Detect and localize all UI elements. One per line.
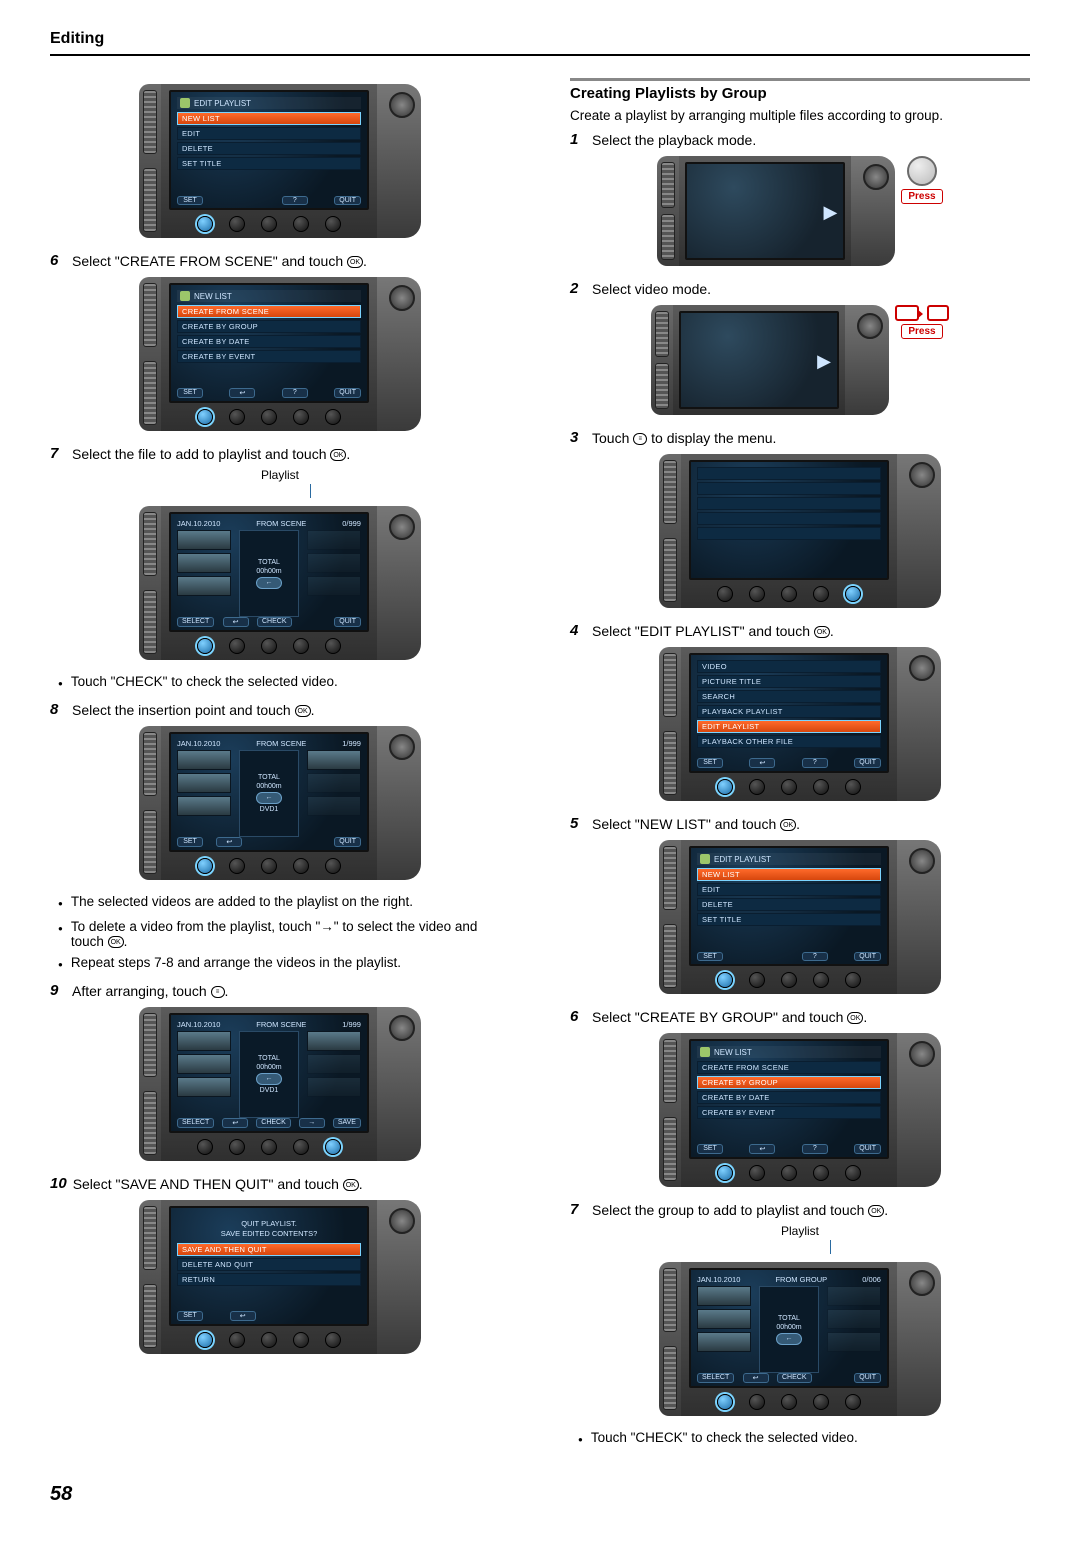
playlist-icon <box>180 98 190 108</box>
page-number: 58 <box>50 1483 1030 1506</box>
left-column: EDIT PLAYLIST NEW LIST EDIT DELETE SET T… <box>50 76 510 1453</box>
camcorder-figure: EDIT PLAYLIST NEW LIST EDIT DELETE SET T… <box>139 84 421 238</box>
video-icon <box>895 305 919 321</box>
section-intro: Create a playlist by arranging multiple … <box>570 108 1030 123</box>
section-heading: Creating Playlists by Group <box>570 78 1030 102</box>
ok-button[interactable] <box>197 216 213 232</box>
playlist-caption: Playlist <box>50 468 510 482</box>
camera-icon <box>927 305 949 321</box>
page-header: Editing <box>50 30 1030 56</box>
ok-icon: OK <box>347 256 363 268</box>
step-number: 6 <box>50 252 66 269</box>
step-text: Select "CREATE FROM SCENE" and touch OK. <box>72 252 367 269</box>
right-column: Creating Playlists by Group Create a pla… <box>570 76 1030 1453</box>
mode-button[interactable] <box>907 156 937 186</box>
menu-icon: ≡ <box>211 986 225 998</box>
press-callout: Press <box>901 156 942 266</box>
